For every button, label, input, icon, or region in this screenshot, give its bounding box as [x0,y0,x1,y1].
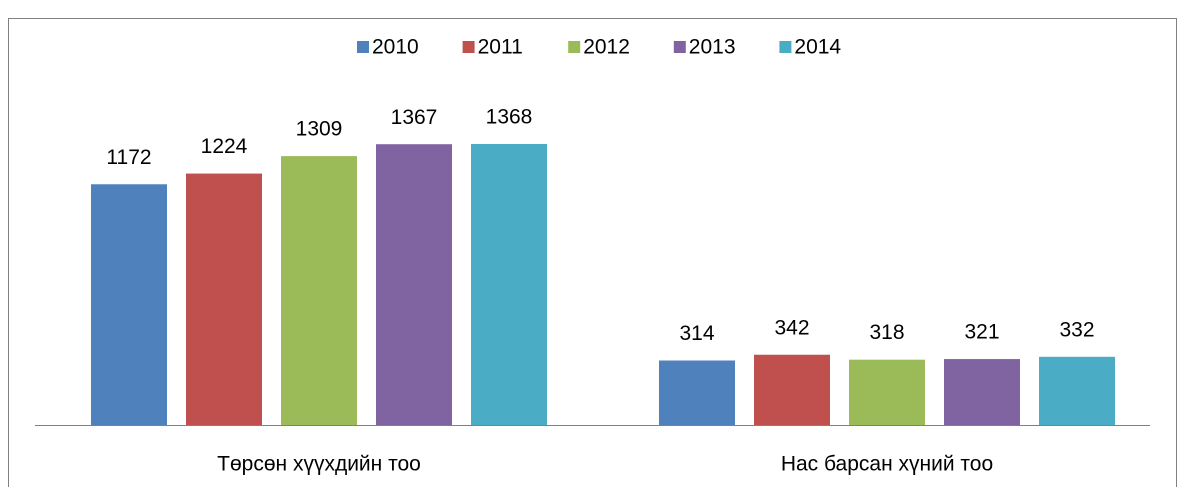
bar [376,144,452,425]
bar [944,359,1020,425]
data-label: 314 [679,322,714,345]
x-tick-label: Төрсөн хүүхдийн тоо [217,453,421,476]
legend-label: 2014 [794,36,841,59]
data-label: 318 [869,321,904,344]
legend-swatch [357,41,369,53]
data-label: 342 [774,316,809,339]
data-label: 332 [1059,318,1094,341]
data-label: 1309 [296,118,343,141]
legend-swatch [462,41,475,53]
data-label: 1367 [391,106,438,129]
bar [91,184,167,425]
legend-swatch [568,41,581,53]
data-label: 1224 [201,135,248,158]
legend-label: 2010 [372,36,419,59]
legend-swatch [779,41,792,53]
bar [281,156,357,426]
legend-label: 2012 [583,36,630,59]
bar [471,144,547,425]
bar [754,354,830,425]
x-tick-label: Нас барсан хүний тоо [781,453,993,476]
data-label: 1368 [486,106,533,129]
data-label: 1172 [106,146,151,169]
bar [849,359,925,425]
legend-label: 2013 [689,36,736,59]
data-label: 321 [964,321,999,344]
bar [1039,356,1115,425]
legend-swatch [673,41,686,53]
legend-label: 2011 [478,36,523,59]
bar [186,173,262,425]
bar [659,360,735,425]
